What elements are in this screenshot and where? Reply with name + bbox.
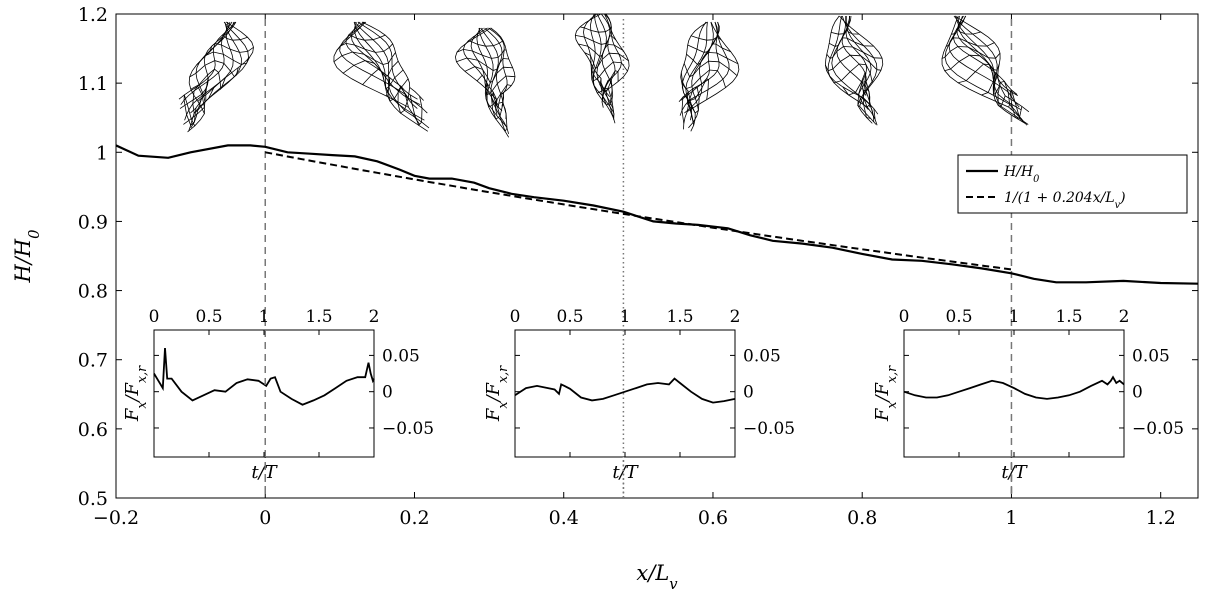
inset-frame — [903, 329, 1125, 458]
inset-x-tick-label: 1.5 — [305, 307, 332, 327]
inset-x-tick-label: 1.5 — [1055, 307, 1082, 327]
inset-chart: 0 0.5 1 1.5 20.05 0 −0.05 t/T Fx/Fx,r — [122, 307, 434, 483]
inset-chart: 0 0.5 1 1.5 20.05 0 −0.05 t/T Fx/Fx,r — [872, 307, 1184, 483]
series-line-fit — [265, 151, 1012, 271]
inset-x-tick-label: 0 — [510, 307, 521, 327]
inset-x-label: t/T — [251, 462, 278, 483]
legend-label-h-over-h0: H/H0 — [1003, 164, 1039, 185]
inset-x-tick-label: 1 — [1009, 307, 1020, 327]
inset-x-label: t/T — [1001, 462, 1028, 483]
inset-x-tick-label: 2 — [1119, 307, 1130, 327]
y-tick-label: 0.6 — [78, 419, 108, 441]
x-tick-label: 1.2 — [1146, 507, 1176, 529]
inset-y-tick-label: −0.05 — [743, 419, 795, 439]
inset-series-line — [903, 375, 1125, 400]
x-tick-label: 0.4 — [549, 507, 579, 529]
inset-x-tick-label: 2 — [730, 307, 741, 327]
inset-x-tick-label: 1.5 — [666, 307, 693, 327]
inset-series-line — [514, 377, 736, 404]
x-tick-label: 0.6 — [698, 507, 728, 529]
inset-x-tick-label: 1 — [620, 307, 631, 327]
vortex-sketch — [454, 27, 516, 138]
vortex-line-sketches — [178, 13, 1030, 138]
plot-frame — [115, 13, 1199, 499]
inset-x-tick-label: 2 — [369, 307, 380, 327]
inset-y-tick-label: −0.05 — [382, 419, 434, 439]
y-tick-label: 0.9 — [78, 211, 108, 233]
inset-x-tick-label: 0.5 — [195, 307, 222, 327]
y-tick-label: 0.7 — [78, 350, 108, 372]
inset-y-tick-label: 0 — [743, 383, 754, 403]
x-tick-label: −0.2 — [93, 507, 139, 529]
inset-y-label: Fx/Fx,r — [872, 365, 899, 422]
inset-series-line — [153, 348, 375, 406]
y-tick-label: 1.1 — [78, 73, 108, 95]
series-line-h-over-h0 — [116, 144, 1198, 285]
vortex-sketch — [824, 15, 884, 126]
vortex-sketch — [178, 21, 254, 133]
inset-x-tick-label: 0 — [899, 307, 910, 327]
inset-y-tick-label: 0.05 — [743, 346, 781, 366]
inset-x-tick-label: 0.5 — [945, 307, 972, 327]
inset-y-tick-label: 0.05 — [1132, 346, 1170, 366]
y-tick-label: 0.5 — [78, 488, 108, 510]
inset-x-tick-label: 1 — [259, 307, 270, 327]
inset-x-label: t/T — [612, 462, 639, 483]
inset-y-label: Fx/Fx,r — [483, 365, 510, 422]
inset-y-tick-label: −0.05 — [1132, 419, 1184, 439]
vortex-sketch — [678, 21, 740, 132]
legend-box — [957, 154, 1188, 214]
y-axis-label: H/H0 — [11, 229, 43, 283]
x-axis-label: x/Lv — [636, 561, 678, 590]
vortex-sketch — [941, 15, 1030, 126]
inset-chart: 0 0.5 1 1.5 20.05 0 −0.05 t/T Fx/Fx,r — [483, 307, 795, 483]
vortex-sketch — [333, 21, 430, 132]
x-tick-label: 0.2 — [399, 507, 429, 529]
inset-y-label: Fx/Fx,r — [122, 365, 149, 422]
y-tick-label: 0.8 — [78, 281, 108, 303]
inset-frame — [153, 329, 375, 458]
inset-x-tick-label: 0.5 — [556, 307, 583, 327]
vortex-sketch — [574, 13, 630, 124]
inset-y-tick-label: 0 — [382, 383, 393, 403]
x-tick-label: 0.8 — [847, 507, 877, 529]
inset-x-tick-label: 0 — [149, 307, 160, 327]
y-tick-label: 1.2 — [78, 4, 108, 26]
inset-frame — [514, 329, 736, 458]
x-tick-label: 0 — [259, 507, 271, 529]
x-tick-label: 1 — [1005, 507, 1017, 529]
inset-y-tick-label: 0 — [1132, 383, 1143, 403]
y-tick-label: 1 — [96, 142, 108, 164]
legend-label-fit: 1/(1 + 0.204x/Lv) — [1004, 190, 1126, 211]
inset-y-tick-label: 0.05 — [382, 346, 420, 366]
